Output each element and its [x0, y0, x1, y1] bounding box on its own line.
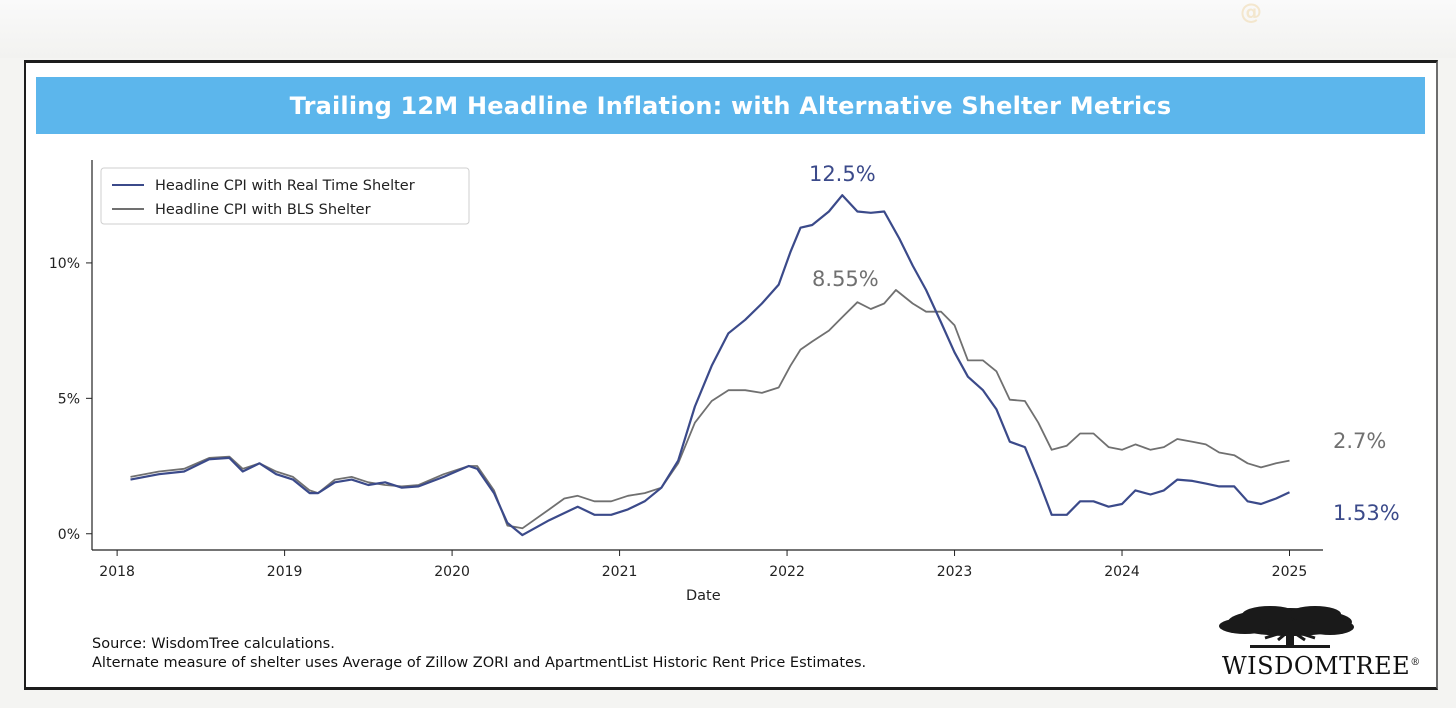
trademark: ®	[1410, 657, 1421, 668]
x-tick-label: 2025	[1272, 564, 1308, 580]
legend-box	[100, 167, 470, 225]
series-line-bls-shelter	[130, 289, 1290, 530]
legend-label: Headline CPI with BLS Shelter	[155, 202, 371, 218]
source-line-1: Source: WisdomTree calculations.	[92, 636, 335, 652]
watermark: @	[1240, 0, 1262, 25]
source-note: Source: WisdomTree calculations. Alterna…	[92, 635, 866, 673]
logo-wordmark: WISDOMTREE	[1222, 652, 1411, 680]
y-tick-label: 10%	[49, 256, 80, 272]
x-tick-label: 2022	[769, 564, 805, 580]
x-tick-label: 2023	[937, 564, 973, 580]
legend: Headline CPI with Real Time Shelter Headl…	[100, 167, 470, 225]
x-tick-label: 2021	[602, 564, 638, 580]
legend-label: Headline CPI with Real Time Shelter	[155, 178, 415, 194]
chart-title-banner: Trailing 12M Headline Inflation: with Al…	[36, 77, 1425, 134]
x-tick-label: 2024	[1104, 564, 1140, 580]
y-tick-label: 0%	[58, 527, 80, 543]
end-label-real-time: 1.53%	[1333, 501, 1400, 525]
source-line-2: Alternate measure of shelter uses Averag…	[92, 655, 867, 671]
y-tick-label: 5%	[58, 391, 80, 407]
wisdomtree-logo-text: WISDOMTREE®	[1222, 652, 1421, 680]
slide-frame	[24, 60, 1438, 690]
series-line-real-time-shelter	[130, 194, 1290, 537]
peak-label-real-time: 12.5%	[809, 162, 876, 186]
x-tick-label: 2019	[267, 564, 303, 580]
peak-label-bls: 8.55%	[812, 267, 879, 291]
x-tick-label: 2018	[99, 564, 135, 580]
x-tick-label: 2020	[434, 564, 470, 580]
tree-logo-icon	[1219, 606, 1354, 648]
x-axis-title: Date	[686, 588, 721, 604]
end-label-bls: 2.7%	[1333, 429, 1386, 453]
top-strip	[0, 0, 1456, 58]
